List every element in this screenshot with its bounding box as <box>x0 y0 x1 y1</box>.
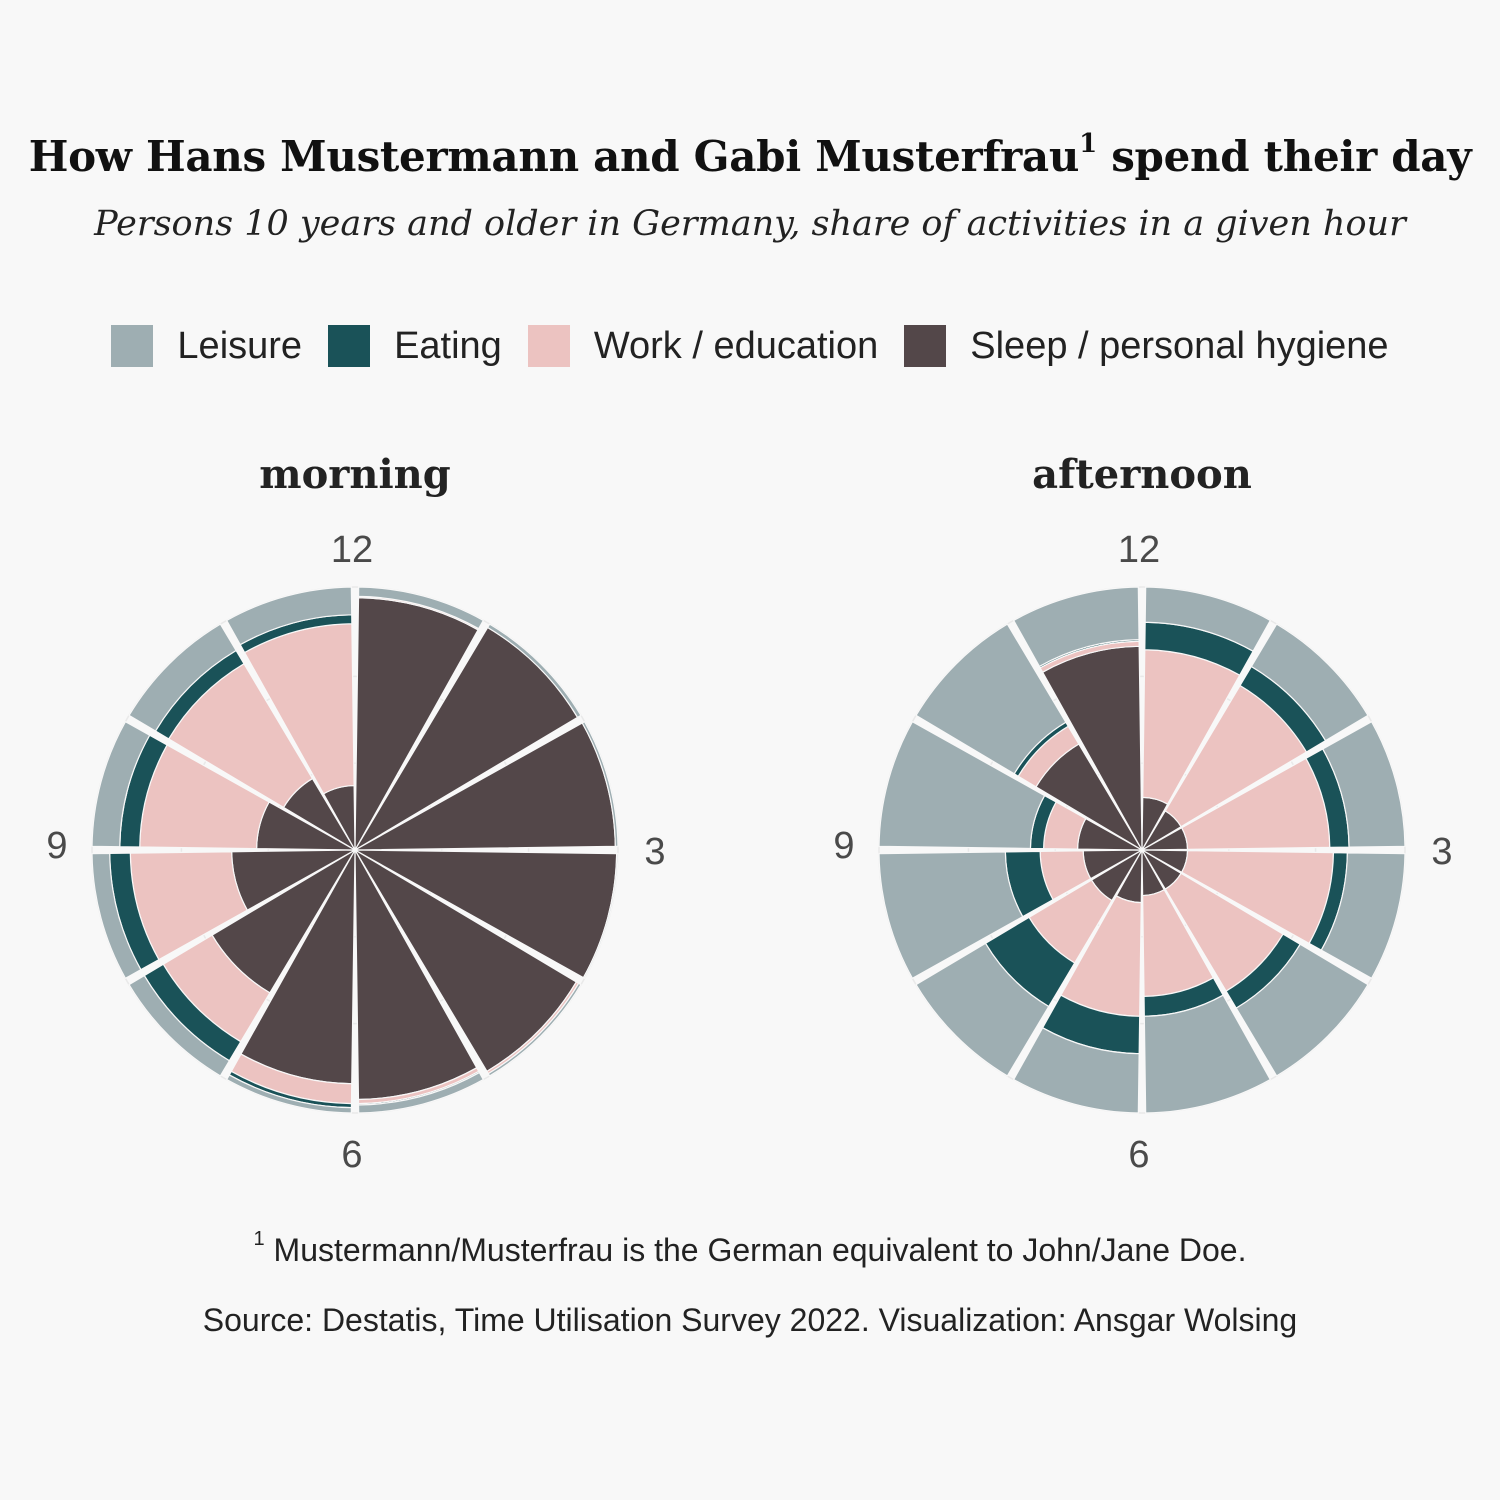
legend-label-sleep-hygiene: Sleep / personal hygiene <box>970 324 1389 367</box>
grid-ring <box>1054 762 1230 938</box>
bar-afternoon-hour-16-leisure <box>1235 943 1369 1077</box>
bar-morning-hour-0-leisure <box>357 586 485 630</box>
panel-afternoon: afternoon 12 3 6 9 <box>833 451 1452 1176</box>
bar-afternoon-hour-12-leisure <box>1144 586 1272 652</box>
bar-afternoon-hour-20-leisure <box>878 851 1024 980</box>
legend-swatch-eating <box>328 325 371 367</box>
bar-morning-hour-10-leisure <box>128 623 237 732</box>
legend-swatch-sleep-hygiene <box>904 325 947 367</box>
bar-afternoon-hour-22-leisure <box>915 623 1067 775</box>
hour-label-3: 3 <box>644 831 665 873</box>
hour-label-6: 6 <box>1128 1134 1149 1176</box>
bar-morning-hour-1-leisure <box>486 623 582 719</box>
hour-label-9: 9 <box>46 825 67 867</box>
bar-morning-hour-6-leisure <box>225 1074 353 1114</box>
panel-title-morning: morning <box>259 451 450 498</box>
legend: Leisure Eating Work / education Sleep / … <box>0 322 1500 370</box>
legend-item-sleep-hygiene: Sleep / personal hygiene <box>904 324 1389 368</box>
hour-label-9: 9 <box>833 825 854 867</box>
legend-swatch-leisure <box>111 325 154 367</box>
bar-afternoon-hour-23-leisure <box>1012 586 1140 668</box>
bar-morning-hour-7-leisure <box>128 974 231 1077</box>
legend-swatch-work-education <box>527 325 570 367</box>
chart-title: How Hans Mustermann and Gabi Musterfrau1… <box>0 129 1500 181</box>
panel-morning: morning 12 3 6 9 <box>46 451 665 1176</box>
chart-title-text: How Hans Mustermann and Gabi Musterfrau <box>28 132 1080 181</box>
bar-morning-hour-8-leisure <box>91 852 142 980</box>
legend-label-eating: Eating <box>394 324 502 367</box>
panel-title-afternoon: afternoon <box>1032 451 1252 498</box>
bar-afternoon-hour-13-leisure <box>1250 623 1369 742</box>
hour-label-12: 12 <box>1118 529 1160 571</box>
hour-label-12: 12 <box>331 529 373 571</box>
bar-morning-hour-2-leisure <box>581 720 619 847</box>
legend-label-leisure: Leisure <box>177 324 303 367</box>
bar-afternoon-hour-21-leisure <box>878 720 1046 850</box>
footnote-text: Mustermann/Musterfrau is the German equi… <box>273 1232 1247 1268</box>
polar-charts: morning 12 3 6 9 afternoon 12 3 6 9 <box>46 451 1452 1176</box>
chart-title-suffix: spend their day <box>1096 132 1472 181</box>
bar-afternoon-hour-14-leisure <box>1321 720 1406 848</box>
bar-morning-hour-3-leisure <box>582 853 619 980</box>
grid-ring <box>878 586 1406 1114</box>
hour-label-6: 6 <box>341 1134 362 1176</box>
legend-item-work-education: Work / education <box>527 324 879 368</box>
bar-morning-hour-11-leisure <box>225 586 353 646</box>
grid-ring <box>91 586 619 1114</box>
bar-morning-hour-9-leisure <box>91 720 151 848</box>
source-credit: Source: Destatis, Time Utilisation Surve… <box>202 1302 1298 1338</box>
grid-ring <box>180 675 530 1025</box>
bar-afternoon-hour-19-leisure <box>915 942 1050 1077</box>
title-footnote-marker: 1 <box>1079 129 1097 159</box>
chart-subtitle: Persons 10 years and older in Germany, s… <box>94 204 1406 244</box>
footnote: 1 Mustermann/Musterfrau is the German eq… <box>0 1228 1500 1269</box>
bar-afternoon-hour-17-leisure <box>1143 994 1272 1114</box>
legend-item-eating: Eating <box>328 325 502 368</box>
grid-ring <box>267 762 443 938</box>
hour-label-3: 3 <box>1431 831 1452 873</box>
bar-afternoon-hour-18-leisure <box>1012 1027 1140 1114</box>
bar-morning-hour-4-leisure <box>487 982 582 1077</box>
legend-item-leisure: Leisure <box>111 325 302 368</box>
bar-afternoon-hour-15-leisure <box>1320 852 1406 980</box>
footnote-marker: 1 <box>253 1228 265 1251</box>
legend-label-work-education: Work / education <box>593 324 879 367</box>
bar-morning-hour-5-leisure <box>357 1071 485 1114</box>
grid-ring <box>967 675 1317 1025</box>
